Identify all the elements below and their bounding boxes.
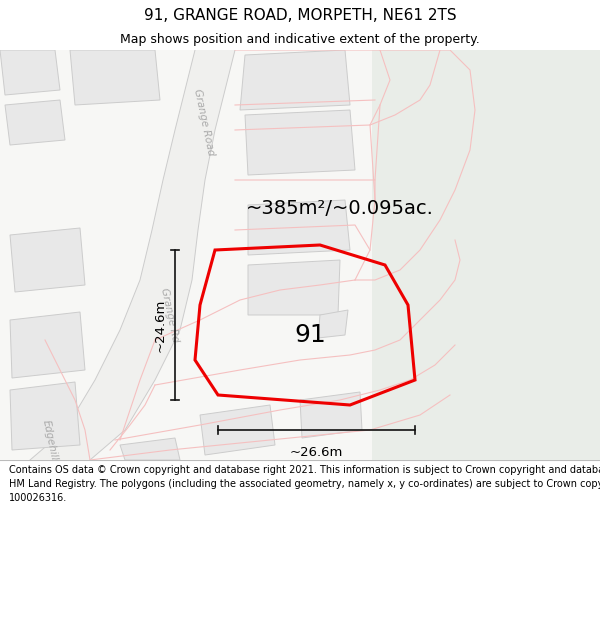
Polygon shape [30, 50, 235, 460]
Polygon shape [240, 50, 350, 110]
Polygon shape [70, 50, 160, 105]
Polygon shape [248, 200, 350, 255]
Text: Map shows position and indicative extent of the property.: Map shows position and indicative extent… [120, 32, 480, 46]
Polygon shape [120, 438, 180, 460]
Polygon shape [10, 312, 85, 378]
Text: Grange Rd: Grange Rd [160, 287, 181, 343]
Polygon shape [5, 100, 65, 145]
Polygon shape [300, 392, 362, 438]
Polygon shape [10, 382, 80, 450]
Text: 91: 91 [294, 323, 326, 347]
Bar [372, 50, 600, 460]
Polygon shape [248, 260, 340, 315]
Text: ~385m²/~0.095ac.: ~385m²/~0.095ac. [246, 199, 434, 217]
Polygon shape [200, 405, 275, 455]
Text: ~24.6m: ~24.6m [154, 298, 167, 352]
Text: Contains OS data © Crown copyright and database right 2021. This information is : Contains OS data © Crown copyright and d… [9, 465, 600, 503]
Text: 91, GRANGE ROAD, MORPETH, NE61 2TS: 91, GRANGE ROAD, MORPETH, NE61 2TS [143, 8, 457, 22]
Text: Edgehill: Edgehill [41, 419, 59, 461]
Polygon shape [318, 310, 348, 338]
Polygon shape [10, 228, 85, 292]
Bar [0, 50, 372, 460]
Text: ~26.6m: ~26.6m [290, 446, 343, 459]
Polygon shape [245, 110, 355, 175]
Text: Grange Road: Grange Road [192, 88, 216, 156]
Polygon shape [0, 50, 60, 95]
